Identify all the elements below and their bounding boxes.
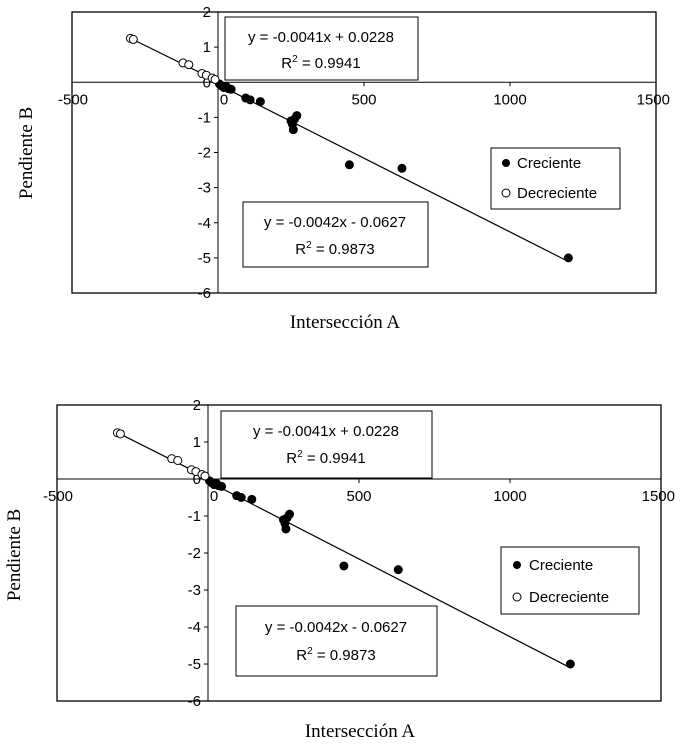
legend-label-creciente: Creciente [517,155,581,172]
point-creciente [293,112,301,120]
equation-box-creciente: y = -0.0042x - 0.0627 R2 = 0.9873 [236,606,437,676]
point-decreciente [174,457,182,465]
point-decreciente [116,430,124,438]
x-axis-title: Intersección A [305,721,416,742]
y-tick-label: -1 [188,508,201,525]
y-tick-label: -4 [188,619,201,636]
point-decreciente [201,472,209,480]
legend: Creciente Decreciente [491,148,620,209]
point-creciente [345,161,353,169]
point-creciente [394,566,402,574]
y-tick-label: -6 [198,285,211,302]
y-tick-label: -4 [198,215,211,232]
y-tick-label: -6 [188,693,201,710]
y-tick-labels: 210-1-2-3-4-5-6 [188,397,208,710]
point-creciente [237,494,245,502]
x-axis-title: Intersección A [290,312,401,333]
chart-top: 2 1 0 -1 -2 -3 -4 -5 -6 -500 0 500 1000 1500 y = -0.… [16,4,670,333]
equation-box-creciente: y = -0.0042x - 0.0627 R2 = 0.9873 [243,202,428,267]
point-creciente [282,525,290,533]
legend-marker-creciente [502,159,510,167]
y-axis-title: Pendiente B [4,509,25,601]
y-tick-label: 2 [193,397,201,414]
y-tick-label: -2 [198,145,211,162]
y-tick-label: -1 [198,109,211,126]
legend-marker-decreciente [502,189,510,197]
x-tick-label: 1000 [493,488,526,505]
y-tick-label: 2 [203,4,211,21]
point-creciente [398,164,406,172]
equation-box-creciente-border [236,606,437,676]
x-tick-label: -500 [58,91,88,108]
point-creciente [564,254,572,262]
x-tick-label: 1000 [493,91,526,108]
y-tick-label: 1 [193,434,201,451]
point-creciente [256,98,264,106]
x-tick-label: -500 [43,488,73,505]
x-tick-label: 0 [220,91,228,108]
point-decreciente [211,75,219,83]
point-creciente [289,126,297,134]
point-creciente [286,510,294,518]
chart-bottom: 2 1 0 -1 -2 -3 -4 -5 -6 -500 0 500 1000 1500 y = -0.… [4,397,675,742]
y-tick-label: -5 [198,250,211,267]
point-creciente [246,96,254,104]
y-tick-labels: 210-1-2-3-4-5-6 [198,4,218,302]
point-creciente [218,482,226,490]
y-axis-title: Pendiente B [16,107,37,199]
x-tick-labels: -500 0 500 1000 1500 [43,479,675,505]
y-tick-label: -5 [188,656,201,673]
x-tick-labels: -500 0 500 1000 1500 [58,82,670,108]
equation-box-decreciente: y = -0.0041x + 0.0228 R2 = 0.9941 [221,411,432,478]
x-tick-label: 1500 [642,488,675,505]
y-tick-label: -3 [188,582,201,599]
x-tick-label: 1500 [637,91,670,108]
point-creciente [227,85,235,93]
legend-label-creciente: Creciente [529,557,593,574]
legend-label-decreciente: Decreciente [517,185,597,202]
x-tick-label: 500 [351,91,376,108]
legend: Creciente Decreciente [501,547,639,614]
legend-label-decreciente: Decreciente [529,589,609,606]
point-decreciente [129,35,137,43]
y-tick-label: -3 [198,180,211,197]
equation-box-decreciente-border [221,411,432,478]
legend-marker-decreciente [513,593,521,601]
point-creciente [248,495,256,503]
legend-marker-creciente [513,561,521,569]
y-tick-label: 1 [203,39,211,56]
point-creciente [340,562,348,570]
y-tick-label: -2 [188,545,201,562]
equation-decreciente: y = -0.0041x + 0.0228 [248,29,394,46]
point-decreciente [185,61,193,69]
point-creciente [566,660,574,668]
equation-creciente: y = -0.0042x - 0.0627 [264,214,406,231]
figure: 210-1-2-3-4-5-6 -500 0 500 1000 1500 y = -0.… [0,0,693,749]
equation-creciente: y = -0.0042x - 0.0627 [265,619,407,636]
equation-decreciente: y = -0.0041x + 0.0228 [253,423,399,440]
x-tick-label: 500 [346,488,371,505]
x-tick-label: 0 [210,488,218,505]
equation-box-decreciente: y = -0.0041x + 0.0228 R2 = 0.9941 [225,17,418,80]
